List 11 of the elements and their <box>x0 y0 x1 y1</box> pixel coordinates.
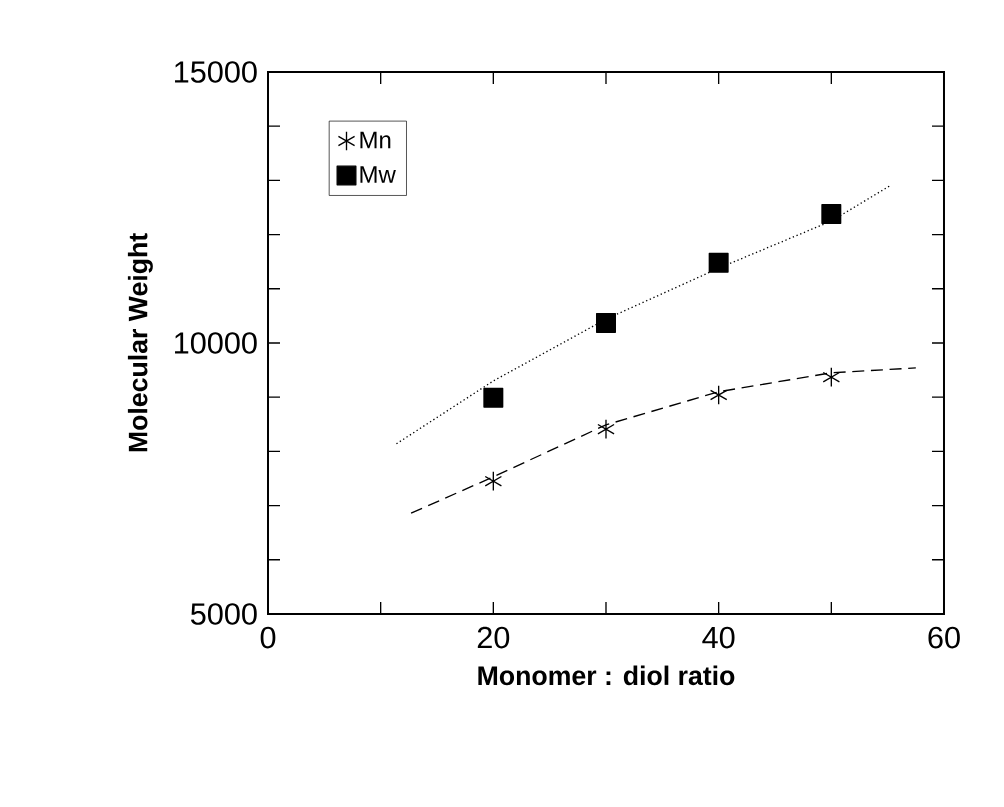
x-tick-label: 60 <box>928 626 960 649</box>
legend-label: Mn <box>360 131 391 149</box>
x-tick-label: 0 <box>260 626 276 649</box>
x-axis-title: Monomer : diol ratio <box>478 665 735 686</box>
x-tick-label: 20 <box>477 626 510 649</box>
y-tick-label: 5000 <box>190 603 257 625</box>
legend-label: Mw <box>360 166 396 183</box>
y-tick-label: 15000 <box>175 61 257 83</box>
y-tick-label: 10000 <box>175 332 257 354</box>
x-tick-label: 40 <box>702 626 735 649</box>
y-axis-title: Molecular Weight <box>127 233 153 452</box>
